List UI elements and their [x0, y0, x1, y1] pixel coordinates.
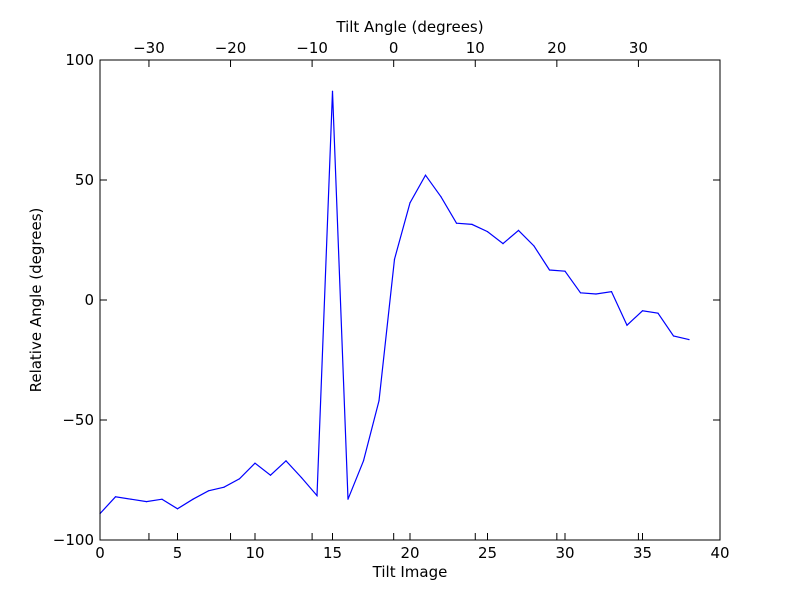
data-point [347, 498, 349, 500]
data-point [207, 490, 210, 492]
data-point [192, 498, 194, 500]
x-tick-label: 25 [478, 544, 497, 562]
data-point [486, 231, 489, 233]
top-x-tick-label: −30 [133, 39, 165, 57]
data-point [548, 269, 551, 271]
data-point [564, 270, 566, 272]
y-axis-title: Relative Angle (degrees) [27, 208, 45, 393]
data-point [440, 196, 442, 198]
x-tick-label: 0 [95, 544, 105, 562]
data-point [502, 243, 504, 245]
series-layer [99, 90, 690, 515]
x-tick-label: 30 [555, 544, 574, 562]
x-tick-label: 40 [710, 544, 729, 562]
data-point [641, 310, 644, 312]
data-point [362, 460, 365, 462]
data-point [424, 174, 427, 176]
x-tick-label: 15 [323, 544, 342, 562]
x-axis-title: Tilt Image [372, 563, 448, 581]
y-tick-label: 100 [65, 51, 94, 69]
x-tick-label: 5 [173, 544, 183, 562]
data-point [626, 324, 628, 326]
data-point [114, 496, 117, 498]
y-axis-ticks: −100 −50 0 50 100 [53, 51, 720, 549]
data-point [176, 508, 179, 510]
data-point [672, 335, 675, 337]
data-point [316, 495, 318, 497]
top-x-tick-label: 20 [547, 39, 566, 57]
data-point [657, 312, 659, 314]
top-x-tick-label: −20 [215, 39, 247, 57]
data-point [254, 462, 256, 464]
x-tick-label: 20 [400, 544, 419, 562]
x-tick-label: 10 [245, 544, 264, 562]
data-point [285, 460, 287, 462]
top-x-tick-label: −10 [296, 39, 328, 57]
data-point [579, 292, 582, 294]
data-point [145, 501, 148, 503]
plot-border [99, 59, 721, 541]
data-point [161, 498, 163, 500]
data-point [223, 486, 225, 488]
top-x-axis-title: Tilt Angle (degrees) [335, 18, 483, 36]
y-tick-label: −100 [53, 531, 94, 549]
data-point [517, 229, 520, 231]
data-point [610, 291, 613, 293]
data-point [688, 339, 690, 341]
data-point [455, 222, 458, 224]
top-x-tick-label: 30 [629, 39, 648, 57]
y-tick-label: 50 [75, 171, 94, 189]
data-point [331, 90, 334, 92]
y-tick-label: 0 [84, 291, 94, 309]
x-tick-label: 35 [633, 544, 652, 562]
data-point [595, 293, 597, 295]
bottom-x-axis-ticks: 0 5 10 15 20 25 30 35 40 [95, 533, 730, 562]
top-x-axis-ticks: −30 −20 −10 0 10 20 30 [133, 39, 648, 540]
plot-area [99, 59, 721, 541]
data-point [378, 400, 380, 402]
data-point [300, 477, 303, 479]
data-point [130, 498, 132, 500]
data-point [471, 223, 473, 225]
data-point [393, 258, 396, 260]
data-point [238, 478, 241, 480]
data-point [269, 474, 272, 476]
data-point [409, 202, 411, 204]
top-x-tick-label: 0 [389, 39, 399, 57]
top-x-tick-label: 10 [466, 39, 485, 57]
y-tick-label: −50 [62, 411, 94, 429]
data-point [533, 245, 535, 247]
